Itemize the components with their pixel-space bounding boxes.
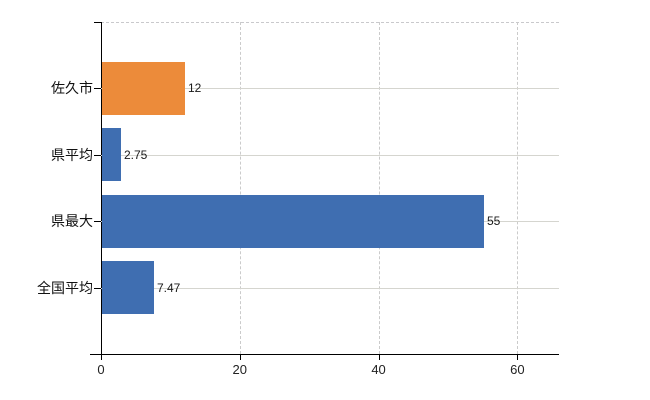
x-gridline bbox=[517, 22, 519, 354]
y-axis-tick bbox=[94, 88, 101, 90]
plot-top-border bbox=[101, 22, 559, 23]
x-axis-tick bbox=[517, 354, 519, 360]
bar bbox=[102, 128, 121, 182]
x-axis-tick bbox=[101, 354, 102, 360]
x-tick-label: 40 bbox=[371, 362, 386, 377]
value-label: 2.75 bbox=[124, 147, 148, 162]
value-label: 7.47 bbox=[157, 280, 181, 295]
x-axis-line bbox=[90, 354, 559, 355]
category-gridline bbox=[101, 287, 559, 289]
x-tick-label: 60 bbox=[510, 362, 525, 377]
x-gridline bbox=[378, 22, 380, 354]
category-label: 佐久市 bbox=[51, 80, 93, 97]
x-axis-tick bbox=[378, 354, 380, 360]
category-label: 県最大 bbox=[51, 213, 93, 230]
y-axis-tick bbox=[94, 221, 101, 223]
category-label: 全国平均 bbox=[37, 279, 93, 296]
bar bbox=[102, 261, 154, 315]
bar bbox=[102, 194, 484, 248]
y-axis-line bbox=[101, 22, 102, 354]
y-axis-cap-tick bbox=[94, 22, 101, 23]
y-axis-tick bbox=[94, 287, 101, 289]
y-axis-tick bbox=[94, 154, 101, 156]
x-gridline bbox=[239, 22, 241, 354]
x-axis-tick bbox=[239, 354, 241, 360]
category-gridline bbox=[101, 154, 559, 156]
category-label: 県平均 bbox=[51, 146, 93, 163]
x-tick-label: 0 bbox=[97, 362, 105, 377]
value-label: 55 bbox=[487, 214, 501, 229]
value-label: 12 bbox=[188, 81, 202, 96]
x-tick-label: 20 bbox=[232, 362, 248, 377]
category-gridline bbox=[101, 88, 559, 90]
bar bbox=[102, 61, 185, 115]
plot-area: 12 2.75 55 7.47 bbox=[101, 22, 559, 354]
